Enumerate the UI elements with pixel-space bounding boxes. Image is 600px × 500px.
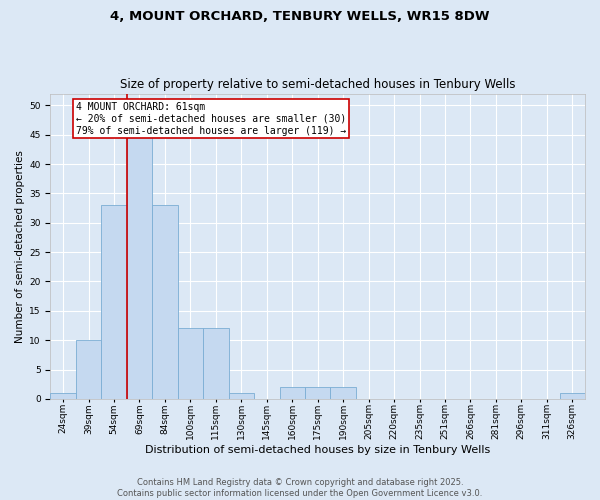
Bar [101, 205, 127, 399]
Bar [76, 340, 101, 399]
Bar [127, 134, 152, 399]
Bar [152, 205, 178, 399]
Y-axis label: Number of semi-detached properties: Number of semi-detached properties [15, 150, 25, 342]
Text: 4, MOUNT ORCHARD, TENBURY WELLS, WR15 8DW: 4, MOUNT ORCHARD, TENBURY WELLS, WR15 8D… [110, 10, 490, 23]
Title: Size of property relative to semi-detached houses in Tenbury Wells: Size of property relative to semi-detach… [120, 78, 515, 91]
Text: 4 MOUNT ORCHARD: 61sqm
← 20% of semi-detached houses are smaller (30)
79% of sem: 4 MOUNT ORCHARD: 61sqm ← 20% of semi-det… [76, 102, 346, 136]
Bar [50, 393, 76, 399]
Bar [203, 328, 229, 399]
Bar [560, 393, 585, 399]
Bar [280, 387, 305, 399]
X-axis label: Distribution of semi-detached houses by size in Tenbury Wells: Distribution of semi-detached houses by … [145, 445, 490, 455]
Text: Contains HM Land Registry data © Crown copyright and database right 2025.
Contai: Contains HM Land Registry data © Crown c… [118, 478, 482, 498]
Bar [178, 328, 203, 399]
Bar [305, 387, 331, 399]
Bar [331, 387, 356, 399]
Bar [229, 393, 254, 399]
